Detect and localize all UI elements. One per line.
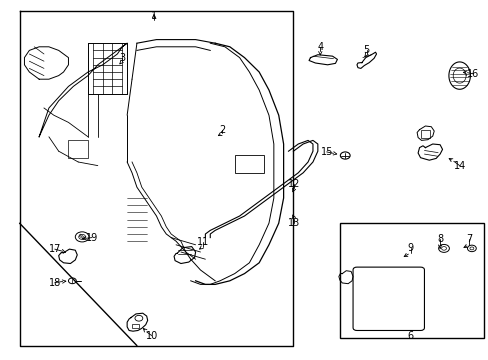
Text: 3: 3 <box>119 53 125 63</box>
Text: 11: 11 <box>196 237 209 247</box>
Text: 2: 2 <box>219 125 225 135</box>
Bar <box>132 324 139 328</box>
Bar <box>339 223 483 338</box>
Text: 5: 5 <box>363 45 369 55</box>
Text: 4: 4 <box>317 42 323 52</box>
Bar <box>420 130 429 138</box>
Text: 1: 1 <box>151 11 157 21</box>
Text: 10: 10 <box>145 330 158 341</box>
Text: 6: 6 <box>407 330 413 341</box>
Text: 16: 16 <box>466 69 479 79</box>
Bar <box>68 140 88 158</box>
Text: 14: 14 <box>452 161 465 171</box>
Text: 7: 7 <box>466 234 471 244</box>
Text: 8: 8 <box>436 234 442 244</box>
Text: 13: 13 <box>287 218 300 228</box>
Text: 17: 17 <box>48 244 61 254</box>
Bar <box>234 155 264 173</box>
Text: 12: 12 <box>287 179 300 189</box>
Text: 15: 15 <box>320 147 332 157</box>
Text: 18: 18 <box>48 278 61 288</box>
Text: 9: 9 <box>407 243 413 253</box>
Text: 19: 19 <box>85 233 98 243</box>
